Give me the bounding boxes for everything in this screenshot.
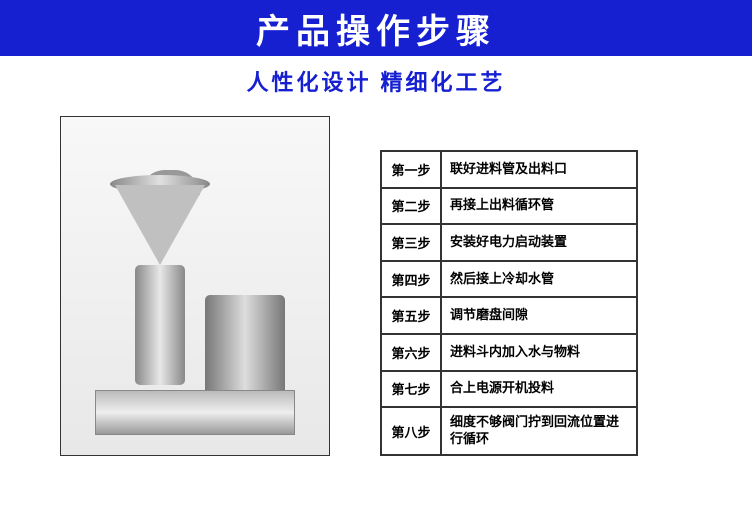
header-banner: 产品操作步骤 (0, 0, 752, 56)
step-description: 调节磨盘间隙 (441, 297, 637, 334)
subtitle-text: 人性化设计 精细化工艺 (246, 65, 505, 97)
step-description: 安装好电力启动装置 (441, 224, 637, 261)
step-description: 细度不够阀门拧到回流位置进行循环 (441, 407, 637, 455)
table-row: 第一步联好进料管及出料口 (381, 151, 637, 188)
machine-cylinder-left (135, 265, 185, 385)
step-description: 然后接上冷却水管 (441, 261, 637, 298)
table-row: 第八步细度不够阀门拧到回流位置进行循环 (381, 407, 637, 455)
machine-hopper (115, 185, 205, 265)
product-image (60, 116, 330, 456)
content-area: 第一步联好进料管及出料口第二步再接上出料循环管第三步安装好电力启动装置第四步然后… (0, 106, 752, 456)
machine-cylinder-right (205, 295, 285, 395)
table-row: 第四步然后接上冷却水管 (381, 261, 637, 298)
machine-illustration (85, 175, 305, 455)
step-description: 合上电源开机投料 (441, 371, 637, 408)
steps-table-body: 第一步联好进料管及出料口第二步再接上出料循环管第三步安装好电力启动装置第四步然后… (381, 151, 637, 455)
table-row: 第二步再接上出料循环管 (381, 188, 637, 225)
header-title: 产品操作步骤 (256, 4, 496, 53)
step-label: 第四步 (381, 261, 441, 298)
step-description: 进料斗内加入水与物料 (441, 334, 637, 371)
step-label: 第一步 (381, 151, 441, 188)
step-label: 第六步 (381, 334, 441, 371)
table-row: 第三步安装好电力启动装置 (381, 224, 637, 261)
step-description: 联好进料管及出料口 (441, 151, 637, 188)
steps-table: 第一步联好进料管及出料口第二步再接上出料循环管第三步安装好电力启动装置第四步然后… (380, 150, 638, 456)
step-label: 第八步 (381, 407, 441, 455)
table-row: 第七步合上电源开机投料 (381, 371, 637, 408)
step-label: 第七步 (381, 371, 441, 408)
machine-base (95, 390, 295, 435)
table-row: 第六步进料斗内加入水与物料 (381, 334, 637, 371)
step-label: 第三步 (381, 224, 441, 261)
step-description: 再接上出料循环管 (441, 188, 637, 225)
step-label: 第二步 (381, 188, 441, 225)
table-row: 第五步调节磨盘间隙 (381, 297, 637, 334)
subtitle-bar: 人性化设计 精细化工艺 (0, 56, 752, 106)
step-label: 第五步 (381, 297, 441, 334)
